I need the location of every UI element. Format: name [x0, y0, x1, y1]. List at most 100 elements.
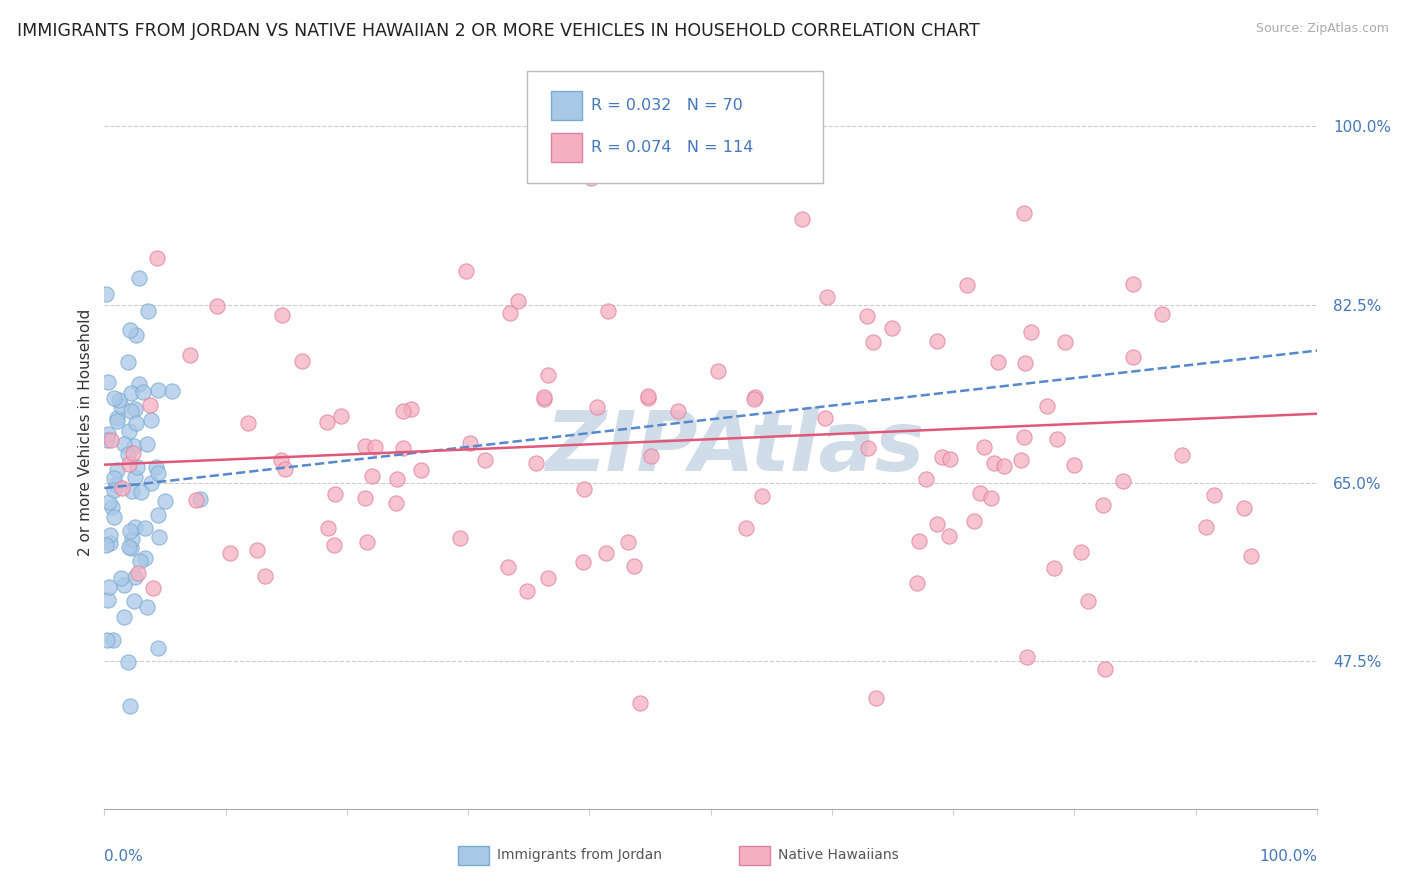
Text: Native Hawaiians: Native Hawaiians — [778, 848, 898, 863]
Point — [474, 453, 496, 467]
Point — [399, 401, 422, 416]
Point — [537, 571, 560, 585]
Point — [118, 425, 141, 439]
Point — [862, 334, 884, 349]
Point — [103, 483, 125, 497]
Y-axis label: 2 or more Vehicles in Household: 2 or more Vehicles in Household — [79, 309, 93, 556]
Point — [1122, 277, 1144, 291]
Point — [97, 427, 120, 442]
Point — [1014, 430, 1036, 444]
Text: Immigrants from Jordan: Immigrants from Jordan — [496, 848, 662, 863]
Point — [128, 271, 150, 285]
Point — [1015, 649, 1038, 664]
Point — [101, 500, 124, 514]
Point — [1077, 593, 1099, 607]
Point — [134, 521, 156, 535]
Point — [361, 469, 384, 483]
Point — [1043, 561, 1066, 575]
Point — [207, 299, 229, 313]
Point — [322, 538, 344, 552]
Point — [100, 535, 122, 549]
Point — [291, 353, 314, 368]
Point — [98, 528, 121, 542]
Point — [623, 558, 645, 573]
Point — [122, 594, 145, 608]
Point — [574, 482, 596, 496]
Point — [385, 472, 408, 486]
Point — [97, 375, 120, 389]
Point — [1122, 350, 1144, 364]
Text: 100.0%: 100.0% — [1258, 849, 1317, 864]
Point — [880, 320, 903, 334]
Point — [270, 453, 292, 467]
Point — [96, 632, 118, 647]
Point — [533, 392, 555, 406]
Point — [353, 439, 375, 453]
Point — [129, 553, 152, 567]
Point — [939, 452, 962, 467]
Point — [145, 459, 167, 474]
Point — [105, 478, 128, 492]
Point — [120, 404, 142, 418]
Point — [1010, 453, 1032, 467]
Point — [270, 308, 292, 322]
Point — [637, 389, 659, 403]
Point — [127, 566, 149, 580]
Point — [392, 441, 415, 455]
Text: ZIPAtlas: ZIPAtlas — [546, 407, 925, 488]
Point — [218, 546, 240, 560]
Point — [354, 491, 377, 506]
Point — [815, 290, 838, 304]
Point — [146, 640, 169, 655]
Point — [103, 471, 125, 485]
Point — [637, 391, 659, 405]
Point — [132, 385, 155, 400]
Point — [666, 404, 689, 418]
Point — [983, 456, 1005, 470]
Point — [744, 390, 766, 404]
Point — [179, 348, 201, 362]
Point — [391, 404, 413, 418]
Point — [1012, 206, 1035, 220]
Point — [915, 472, 938, 486]
Point — [153, 493, 176, 508]
Point — [146, 508, 169, 522]
Text: R = 0.074   N = 114: R = 0.074 N = 114 — [591, 140, 752, 154]
Point — [330, 409, 353, 423]
Point — [931, 450, 953, 464]
Point — [246, 542, 269, 557]
Point — [1063, 458, 1085, 472]
Point — [120, 541, 142, 556]
Point — [616, 535, 638, 549]
Point — [117, 447, 139, 461]
Point — [120, 386, 142, 401]
Point — [790, 211, 813, 226]
Text: 0.0%: 0.0% — [104, 849, 143, 864]
Point — [105, 411, 128, 425]
Point — [121, 533, 143, 547]
Point — [112, 437, 135, 451]
Point — [94, 538, 117, 552]
Point — [100, 434, 122, 448]
Point — [139, 413, 162, 427]
Point — [274, 462, 297, 476]
Point — [1202, 488, 1225, 502]
Point — [938, 529, 960, 543]
Text: Source: ZipAtlas.com: Source: ZipAtlas.com — [1256, 22, 1389, 36]
Text: R = 0.032   N = 70: R = 0.032 N = 70 — [591, 98, 742, 112]
Point — [927, 334, 949, 349]
Point — [498, 560, 520, 574]
Point — [118, 323, 141, 337]
Point — [1171, 448, 1194, 462]
Point — [97, 494, 120, 508]
Point — [1195, 519, 1218, 533]
Point — [160, 384, 183, 399]
Point — [1021, 325, 1043, 339]
Text: IMMIGRANTS FROM JORDAN VS NATIVE HAWAIIAN 2 OR MORE VEHICLES IN HOUSEHOLD CORREL: IMMIGRANTS FROM JORDAN VS NATIVE HAWAIIA… — [17, 22, 980, 40]
Point — [1046, 433, 1069, 447]
Point — [707, 364, 730, 378]
Point — [184, 493, 207, 508]
Point — [1150, 307, 1173, 321]
Point — [146, 384, 169, 398]
Point — [751, 489, 773, 503]
